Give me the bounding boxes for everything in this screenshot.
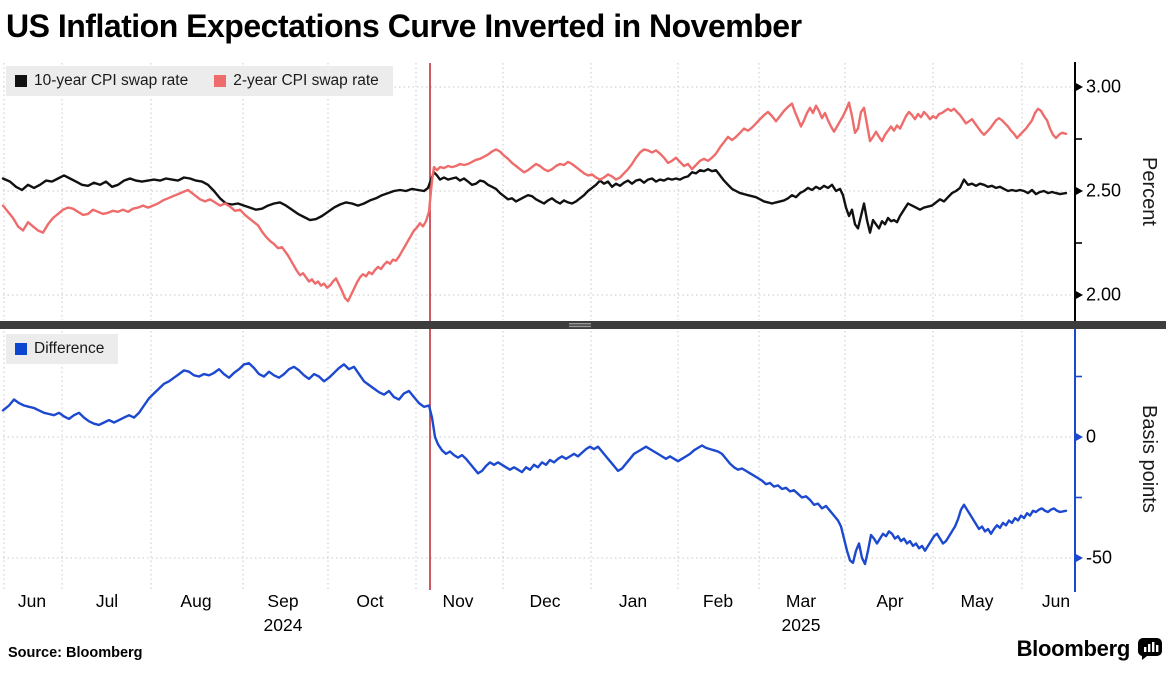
ytick-label-2-00: 2.00 bbox=[1086, 284, 1122, 305]
ytick-label-0: 0 bbox=[1086, 426, 1097, 447]
x-axis-label-nov-5: Nov bbox=[442, 591, 474, 611]
legend-top-panel: 10-year CPI swap rate 2-year CPI swap ra… bbox=[6, 66, 393, 96]
series-swatch-10y-icon bbox=[15, 75, 27, 87]
page-title: US Inflation Expectations Curve Inverted… bbox=[6, 8, 802, 44]
bloomberg-bubble-icon bbox=[1138, 638, 1162, 660]
x-axis-label-oct-4: Oct bbox=[356, 591, 384, 611]
source-credit: Source: Bloomberg bbox=[8, 645, 143, 661]
legend-label-10y: 10-year CPI swap rate bbox=[34, 72, 189, 89]
series-swatch-difference-icon bbox=[15, 343, 27, 355]
x-axis-label-apr-10: Apr bbox=[876, 591, 904, 611]
x-axis-label-dec-6: Dec bbox=[529, 591, 561, 611]
x-axis-year-2024: 2024 bbox=[263, 615, 303, 635]
x-axis-label-jun-0: Jun bbox=[17, 591, 47, 611]
legend-item-2y: 2-year CPI swap rate bbox=[214, 72, 379, 90]
major-tick bbox=[1075, 186, 1083, 196]
major-tick bbox=[1075, 553, 1083, 563]
y-axis-title-percent: Percent bbox=[1138, 156, 1160, 226]
ytick-label-neg50: -50 bbox=[1086, 547, 1113, 568]
series-swatch-2y-icon bbox=[214, 75, 227, 87]
x-axis-label-jun-12: Jun bbox=[1041, 591, 1071, 611]
legend-bottom-panel: Difference bbox=[6, 334, 119, 364]
panel-divider[interactable] bbox=[0, 321, 1166, 329]
legend-label-2y: 2-year CPI swap rate bbox=[233, 72, 379, 89]
x-axis-label-sep-3: Sep bbox=[267, 591, 299, 611]
x-axis-label-feb-8: Feb bbox=[702, 591, 734, 611]
x-axis-year-2025: 2025 bbox=[781, 615, 821, 635]
major-tick bbox=[1075, 82, 1083, 92]
x-axis-label-jan-7: Jan bbox=[618, 591, 648, 611]
x-axis-label-aug-2: Aug bbox=[180, 591, 212, 611]
x-axis-label-may-11: May bbox=[960, 591, 994, 611]
brand-footer: Bloomberg bbox=[1017, 636, 1162, 662]
ytick-label-3-00: 3.00 bbox=[1086, 76, 1122, 97]
major-tick bbox=[1075, 432, 1083, 442]
bloomberg-wordmark: Bloomberg bbox=[1016, 636, 1131, 661]
x-axis-label-jul-1: Jul bbox=[95, 591, 119, 611]
legend-item-difference: Difference bbox=[15, 340, 104, 358]
ytick-label-2-50: 2.50 bbox=[1086, 180, 1122, 201]
series-line-difference bbox=[1, 362, 1068, 566]
y-axis-title-basis-points: Basis points bbox=[1138, 405, 1160, 513]
x-axis-label-mar-9: Mar bbox=[785, 591, 817, 611]
series-line-2-year-cpi-swap-rate bbox=[1, 101, 1068, 303]
major-tick bbox=[1075, 290, 1083, 300]
series-line-10-year-cpi-swap-rate bbox=[1, 167, 1068, 234]
legend-label-difference: Difference bbox=[34, 340, 105, 357]
legend-item-10y: 10-year CPI swap rate bbox=[15, 72, 188, 90]
